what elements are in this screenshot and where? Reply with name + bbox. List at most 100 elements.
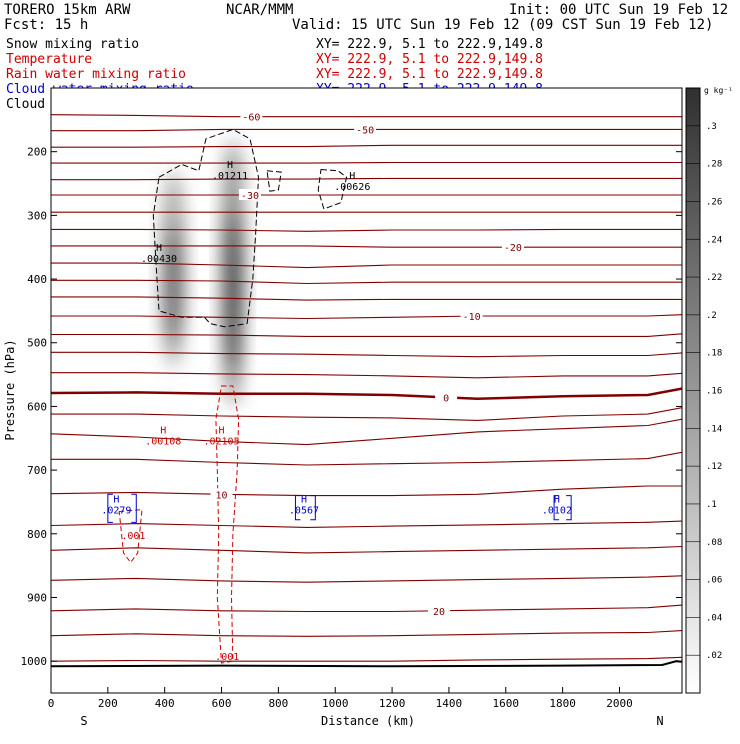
y-tick-label: 900 [27,591,47,604]
x-tick-label: 1400 [436,697,463,710]
maximum-marker: H [554,494,560,505]
temperature-contour [51,314,682,320]
temperature-contour [51,144,682,148]
maximum-marker: H [301,494,307,505]
colorbar-tick-label: .24 [706,235,722,245]
temperature-contour [51,296,682,301]
y-tick-label: 200 [27,146,47,159]
temperature-label: -30 [241,191,259,202]
maximum-value: .0279 [101,505,131,516]
y-tick-label: 600 [27,400,47,413]
temperature-contour [51,161,682,164]
temperature-label: 0 [443,393,449,404]
temperature-contour [51,418,682,446]
x-tick-label: 1800 [549,697,576,710]
field-xy: XY= 222.9, 5.1 to 222.9,149.8 [316,67,543,82]
x-tick-label: 600 [212,697,232,710]
cloud-water-contour-right [310,495,316,521]
colorbar-tick-label: .1 [706,500,717,510]
temperature-contour [51,387,682,401]
temperature-contour [51,262,682,269]
rain-contour-label: .001 [121,531,145,542]
cloud-water-contour-right [131,493,137,523]
axes: 0 200 400 600 800 1000 1200 1400 1600 1800 2000200… [21,146,682,710]
temperature-contour [51,451,682,466]
temperature-label: -20 [504,243,522,254]
x-tick-label: 400 [155,697,175,710]
maximum-marker: H [219,426,225,437]
cloud-ice-contour [317,168,348,210]
colorbar-units: g kg⁻¹ [704,86,733,95]
colorbar-tick-label: .22 [706,273,722,283]
x-tick-label: 200 [98,697,118,710]
maximum-marker: H [349,171,355,182]
temperature-contour [51,114,682,118]
colorbar-tick-label: .18 [706,349,722,359]
maximum-value: .00108 [145,437,181,448]
field-name: Temperature [6,52,92,67]
temperature-contour [51,407,682,421]
temperature-contour [51,630,682,637]
maximum-value: .01211 [212,171,248,182]
temperature-contour [51,279,682,285]
snow-plume-core [166,226,181,345]
cloud-water-contour-left [294,495,301,521]
temperature-label-bg [427,604,450,616]
snow-plume [221,138,245,407]
cloud-ice-contours [152,128,348,328]
field-name: Snow mixing ratio [6,37,139,52]
temperature-label-bg [501,241,524,253]
rain-contour-label: .001 [215,652,239,663]
maximum-value: .00430 [141,254,177,265]
temperature-contour [51,228,682,232]
x-axis-label: Distance (km) [321,714,415,728]
header: TORERO 15km ARW NCAR/MMM Init: 00 UTC Su… [4,2,728,33]
field-xy: XY= 222.9, 5.1 to 222.9,149.8 [316,37,543,52]
model-title: TORERO 15km ARW [4,2,131,18]
colorbar-tick-label: .06 [706,576,722,586]
cloud-water-contours [107,493,572,523]
snow-plume [160,170,186,369]
plot-area [51,114,682,668]
temperature-label: 10 [216,490,228,501]
snow-shading [160,138,245,407]
maximum-marker: H [113,494,119,505]
x-axis-end-left: S [80,714,87,728]
init-time: Init: 00 UTC Sun 19 Feb 12 [509,2,728,18]
cloud-ice-contour [152,128,260,328]
temperature-contour [51,485,682,497]
y-tick-label: 400 [27,273,47,286]
temperature-label: -60 [242,113,260,124]
maximum-value: .0567 [289,505,319,516]
colorbar-tick-label: .16 [706,387,722,397]
temperature-contour [51,351,682,358]
field-xy: XY= 222.9, 5.1 to 222.9,149.8 [316,52,543,67]
y-tick-label: 500 [27,337,47,350]
maximum-value: .00626 [334,182,370,193]
y-tick-label: 700 [27,464,47,477]
temperature-label: 20 [433,607,445,618]
cloud-water-contour-left [107,493,113,523]
colorbar-tick-label: .26 [706,197,722,207]
temperature-contour [51,177,682,181]
temperature-contour [51,545,682,554]
plot-frame [50,87,683,694]
snow-plume-core [226,213,240,375]
temperature-label-bg [240,110,263,122]
cloud-ice-contour [266,170,282,192]
forecast-hour: Fcst: 15 h [4,17,88,33]
valid-time: Valid: 15 UTC Sun 19 Feb 12 (09 CST Sun … [292,17,713,33]
temperature-label-bg [354,123,377,135]
colorbar-tick-label: .2 [706,311,717,321]
maxima-labels: H.01211H.00430H.00626H.00108H.02105H.056… [101,160,572,663]
temperature-labels: -60 -50 -30 -20 -10 0 10 20 [210,110,524,618]
temperature-label: -10 [463,312,481,323]
maximum-value: .0102 [542,505,572,516]
colorbar-tick-label: .04 [706,613,722,623]
maximum-value: .02105 [203,437,239,448]
y-tick-label: 800 [27,528,47,541]
colorbar-tick-label: .28 [706,160,722,170]
temperature-contour [51,333,682,337]
y-tick-label: 1000 [21,655,48,668]
